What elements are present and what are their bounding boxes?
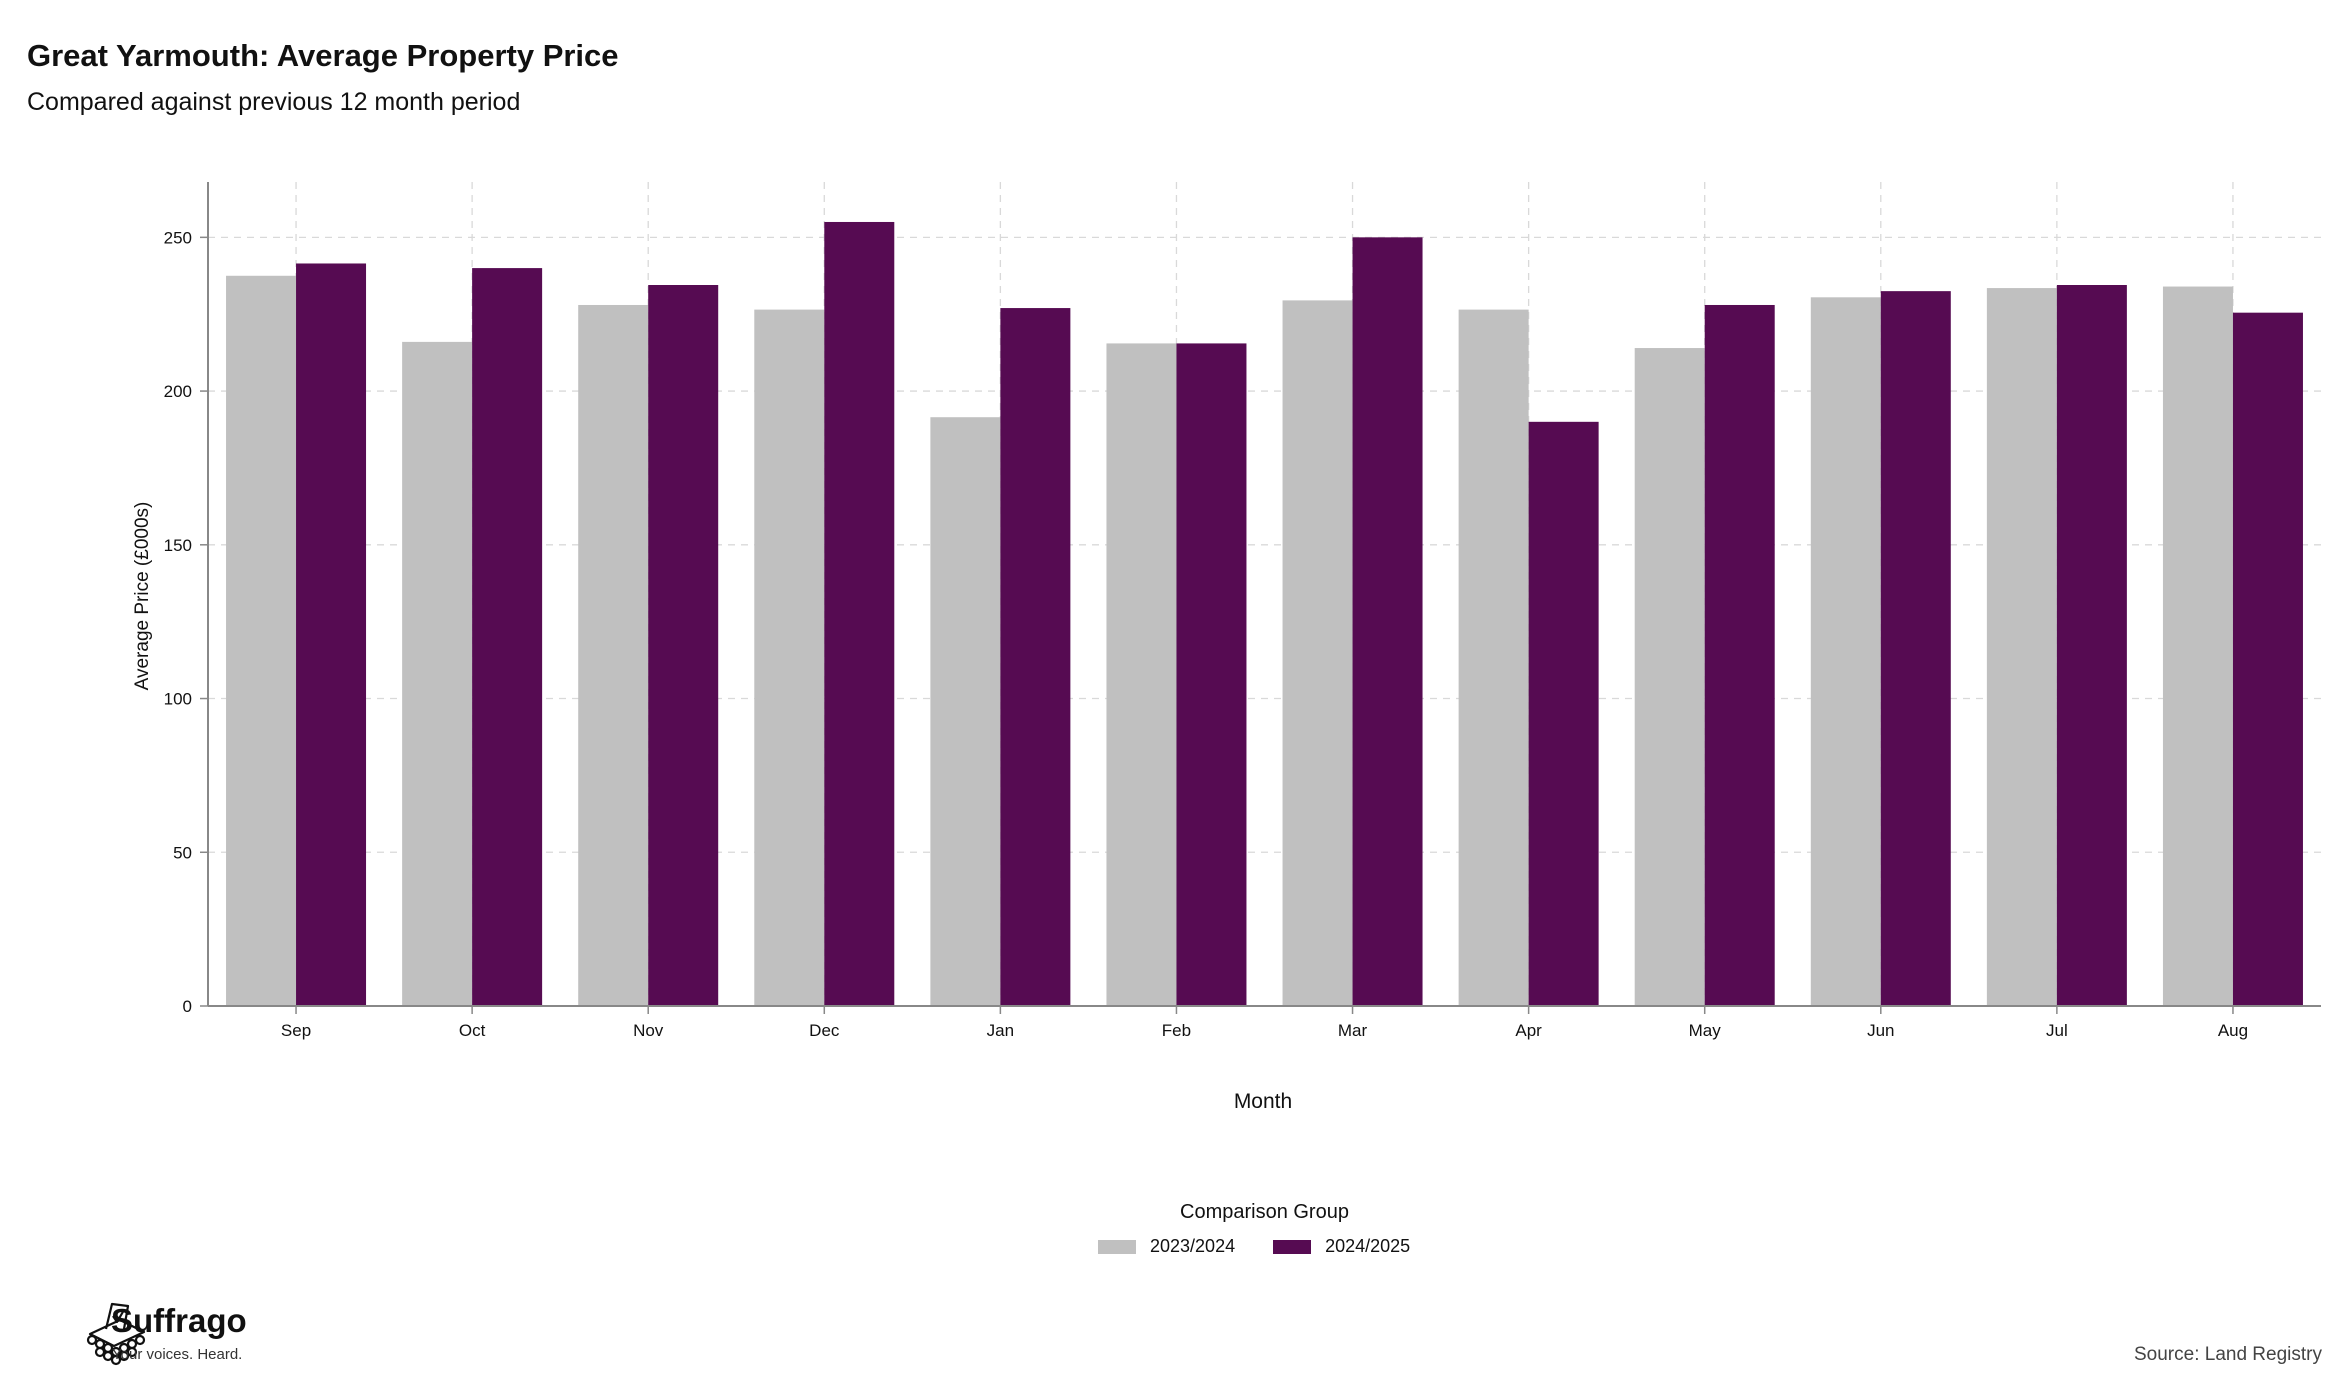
bar-2024-2025-dec [824,221,895,1006]
y-tick-label: 100 [164,690,192,709]
bar-2023-2024-mar [1282,300,1353,1006]
x-tick-label: May [1689,1021,1722,1040]
bar-2023-2024-aug [2162,286,2233,1006]
source-note: Source: Land Registry [2134,1344,2322,1365]
y-tick-label: 0 [183,997,192,1016]
legend-swatch [1273,1239,1312,1254]
x-tick-label: Apr [1515,1021,1542,1040]
y-axis-label: Average Price (£000s) [132,502,153,691]
ballot-box-icon [86,1302,146,1366]
bar-2023-2024-jun [1810,297,1881,1007]
y-tick-label: 250 [164,228,192,247]
x-tick-label: Jun [1867,1021,1894,1040]
bar-2023-2024-nov [578,304,649,1006]
y-tick-label: 200 [164,382,192,401]
legend-label: 2024/2025 [1325,1236,1411,1256]
legend-item-2023-2024: 2023/2024 [1098,1236,1235,1257]
bar-2024-2025-jul [2056,285,2127,1006]
axes: 0 50 100 150 200 250 Sep Oct Nov Dec Jan Feb Mar Apr M… [164,182,2321,1040]
legend-label: 2023/2024 [1150,1236,1236,1256]
x-tick-label: Feb [1162,1021,1191,1040]
y-tick-label: 150 [164,536,192,555]
bar-2024-2025-may [1704,304,1775,1006]
bars [226,221,2303,1007]
x-tick-label: Jul [2046,1021,2068,1040]
bar-2024-2025-sep [296,263,367,1006]
grid-lines [208,182,2321,1006]
legend-item-2024-2025: 2024/2025 [1273,1236,1410,1257]
x-tick-label: Oct [459,1021,486,1040]
x-tick-label: Dec [809,1021,840,1040]
x-tick-label: Mar [1338,1021,1368,1040]
legend-title: Comparison Group [1180,1201,1349,1223]
bar-2024-2025-nov [648,285,719,1006]
brand-tagline: Your voices. Heard. [112,1346,243,1363]
bar-2023-2024-feb [1106,343,1177,1006]
x-tick-label: Aug [2218,1021,2248,1040]
bar-2023-2024-jan [930,417,1001,1006]
x-tick-label: Nov [633,1021,664,1040]
bar-2024-2025-apr [1528,421,1599,1006]
bar-2023-2024-jul [1986,288,2057,1007]
x-tick-label: Sep [281,1021,311,1040]
bar-2024-2025-jun [1880,291,1951,1006]
legend-swatch [1098,1239,1136,1254]
bar-2024-2025-mar [1352,237,1423,1007]
bar-2023-2024-sep [226,275,297,1006]
bar-2024-2025-aug [2232,312,2303,1006]
chart-subtitle: Compared against previous 12 month perio… [27,88,521,116]
legend: 2023/2024 2024/2025 [1098,1236,1410,1257]
x-tick-label: Jan [987,1021,1014,1040]
bar-2024-2025-oct [472,268,543,1006]
y-tick-label: 50 [173,843,192,862]
x-axis-label: Month [1234,1090,1292,1113]
bar-2023-2024-may [1634,348,1705,1006]
chart-title: Great Yarmouth: Average Property Price [27,38,619,73]
bar-2024-2025-jan [1000,308,1071,1006]
bar-2023-2024-oct [402,341,473,1006]
bar-2023-2024-dec [754,309,825,1006]
bar-2023-2024-apr [1458,309,1529,1006]
bar-2024-2025-feb [1176,343,1247,1006]
brand-name: Suffrago [111,1302,247,1339]
